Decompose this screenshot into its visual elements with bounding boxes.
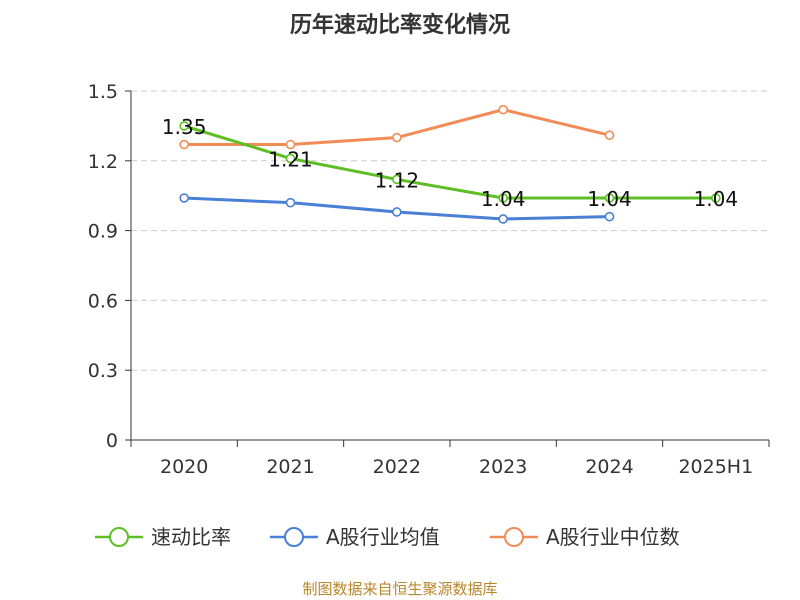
y-tick-label: 1.5 xyxy=(88,81,118,103)
x-tick-label: 2024 xyxy=(585,456,633,478)
legend-marker xyxy=(284,527,304,547)
legend-item[interactable]: A股行业均值 xyxy=(270,525,440,549)
x-tick-label: 2023 xyxy=(479,456,527,478)
x-tick-label: 2025H1 xyxy=(678,456,753,478)
data-point xyxy=(498,214,508,224)
data-point xyxy=(179,139,189,150)
chart-title: 历年速动比率变化情况 xyxy=(290,12,510,38)
y-tick-label: 1.2 xyxy=(88,151,118,173)
legend-item[interactable]: 速动比率 xyxy=(95,525,231,549)
data-point xyxy=(179,121,189,131)
data-label: 1.35 xyxy=(162,115,207,139)
y-tick-label: 0.6 xyxy=(88,290,118,312)
legend[interactable]: 速动比率 A股行业均值 A股行业中位数 xyxy=(95,525,680,549)
data-label: 1.04 xyxy=(587,187,632,211)
x-tick-label: 2020 xyxy=(160,456,208,478)
data-point xyxy=(392,207,402,217)
legend-marker xyxy=(109,527,129,547)
data-point xyxy=(604,211,615,222)
series-line-0 xyxy=(183,124,716,200)
data-point xyxy=(285,153,296,164)
data-point xyxy=(498,193,508,203)
data-label: 1.04 xyxy=(694,187,739,211)
x-tick-label: 2021 xyxy=(266,456,314,478)
data-point xyxy=(604,193,615,203)
legend-label: A股行业中位数 xyxy=(546,525,680,549)
axis-layer: 0 0.3 0.6 0.9 1.2 1.5 2020 2021 2022 2023 2024 2025… xyxy=(88,81,770,478)
legend-marker xyxy=(504,527,524,547)
legend-item[interactable]: A股行业中位数 xyxy=(490,525,680,549)
label-layer: 1.35 1.21 1.12 1.04 1.04 1.04 xyxy=(162,115,738,211)
grid-layer xyxy=(131,90,769,371)
data-point xyxy=(711,193,721,203)
legend-label: 速动比率 xyxy=(151,525,231,549)
y-tick-label: 0.9 xyxy=(88,221,118,243)
data-point xyxy=(604,130,615,141)
data-point xyxy=(392,174,402,185)
data-label: 1.21 xyxy=(268,147,313,171)
data-source-note: 制图数据来自恒生聚源数据库 xyxy=(302,580,497,598)
legend-label: A股行业均值 xyxy=(326,525,440,549)
data-label: 1.04 xyxy=(481,187,526,211)
data-point xyxy=(285,197,296,208)
y-tick-label: 0.3 xyxy=(88,360,118,382)
data-label: 1.12 xyxy=(375,168,420,192)
data-point xyxy=(498,104,508,115)
data-point xyxy=(392,132,402,143)
y-tick-label: 0 xyxy=(106,430,118,452)
data-point xyxy=(179,193,189,203)
series-layer xyxy=(179,104,721,224)
x-tick-label: 2022 xyxy=(373,456,421,478)
data-point xyxy=(285,139,296,150)
